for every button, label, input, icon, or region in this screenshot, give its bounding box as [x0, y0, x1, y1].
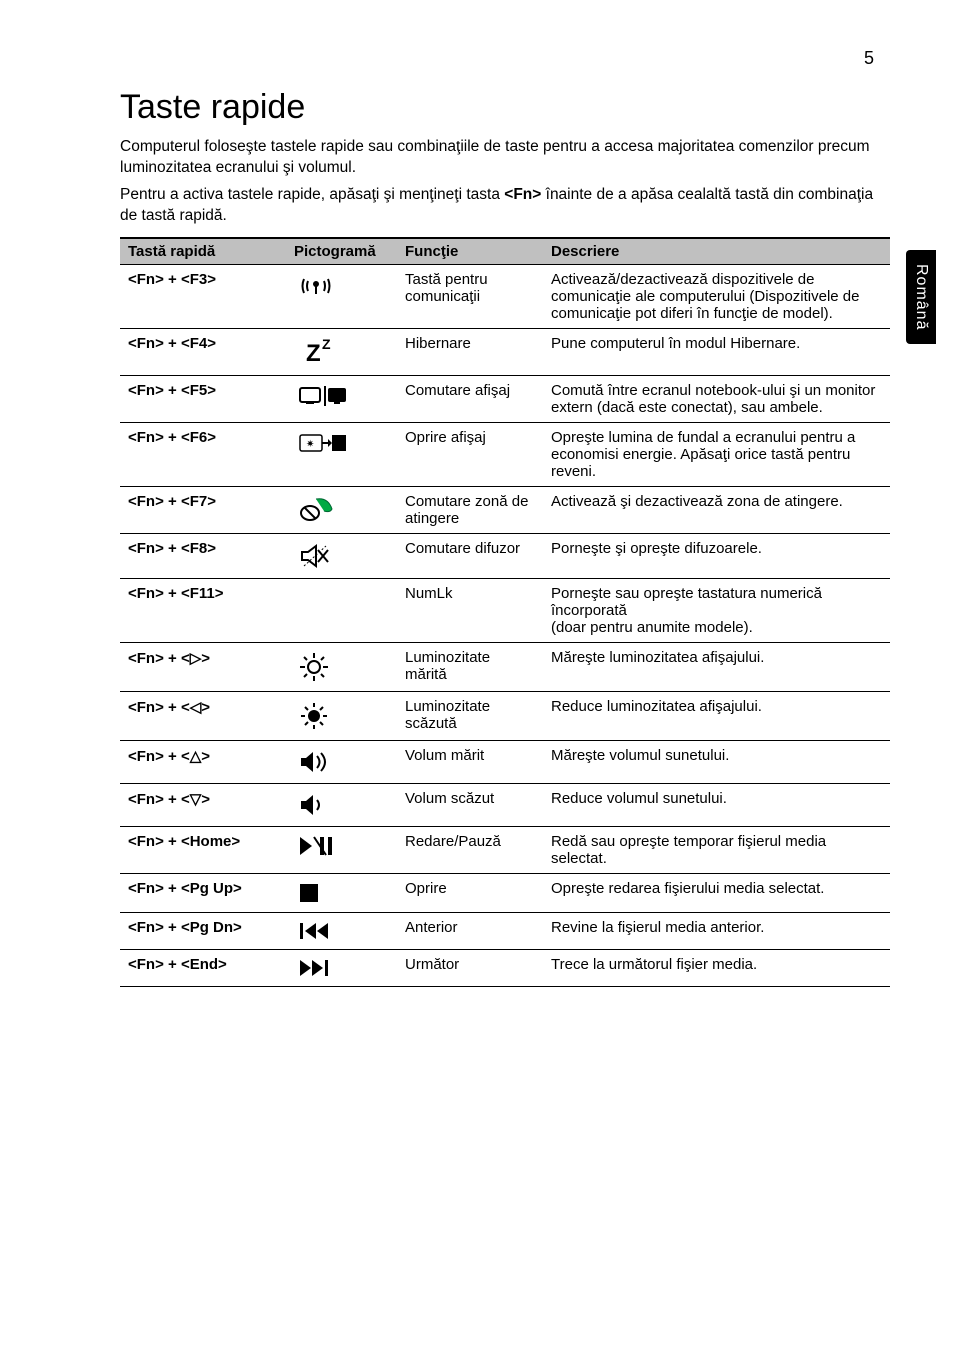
page-number: 5	[864, 48, 874, 69]
table-row: <Fn> + <F4>ZZHibernarePune computerul în…	[120, 328, 890, 375]
brightdown-icon	[286, 691, 397, 740]
playpause-icon	[286, 826, 397, 873]
intro-paragraph-2: Pentru a activa tastele rapide, apăsaţi …	[120, 185, 890, 227]
function-name: Hibernare	[397, 328, 543, 375]
voldown-icon	[286, 783, 397, 826]
language-tab: Română	[906, 250, 936, 344]
table-row: <Fn> + <▷> Luminozitate mărităMăreşte lum…	[120, 642, 890, 691]
description: Revine la fişierul media anterior.	[543, 912, 890, 949]
function-name: Luminozitate scăzută	[397, 691, 543, 740]
svg-text:Z: Z	[322, 337, 331, 352]
function-name: Comutare zonă de atingere	[397, 486, 543, 533]
description: Activează şi dezactivează zona de atinge…	[543, 486, 890, 533]
hotkey-combo: <Fn> + <F3>	[120, 264, 286, 328]
description: Măreşte volumul sunetului.	[543, 740, 890, 783]
description: Activează/dezactivează dispozitivele de …	[543, 264, 890, 328]
function-name: Tastă pentru comunicaţii	[397, 264, 543, 328]
table-row: <Fn> + <Pg Up> OprireOpreşte redarea fişi…	[120, 873, 890, 912]
hotkey-combo: <Fn> + <◁>	[120, 691, 286, 740]
prev-icon	[286, 912, 397, 949]
next-icon	[286, 949, 397, 986]
table-row: <Fn> + <Pg Dn> AnteriorRevine la fişierul…	[120, 912, 890, 949]
hotkey-combo: <Fn> + <Pg Dn>	[120, 912, 286, 949]
table-row: <Fn> + <F5> Comutare afişajComută între e…	[120, 375, 890, 422]
hotkeys-table: Tastă rapidă Pictogramă Funcţie Descrier…	[120, 237, 890, 987]
description: Opreşte redarea fişierului media selecta…	[543, 873, 890, 912]
table-row: <Fn> + <F11> NumLkPorneşte sau opreşte ta…	[120, 578, 890, 642]
hotkey-combo: <Fn> + <F7>	[120, 486, 286, 533]
intro-paragraph-1: Computerul foloseşte tastele rapide sau …	[120, 137, 890, 179]
hotkey-combo: <Fn> + <△>	[120, 740, 286, 783]
hotkey-combo: <Fn> + <▷>	[120, 642, 286, 691]
hotkey-combo: <Fn> + <Home>	[120, 826, 286, 873]
header-key: Tastă rapidă	[120, 238, 286, 265]
hotkey-combo: <Fn> + <F4>	[120, 328, 286, 375]
svg-text:✷: ✷	[306, 439, 314, 450]
intro-key: <Fn>	[504, 186, 541, 203]
header-desc: Descriere	[543, 238, 890, 265]
blank-icon	[286, 578, 397, 642]
table-row: <Fn> + <Home> Redare/PauzăRedă sau opreşt…	[120, 826, 890, 873]
svg-text:Z: Z	[306, 340, 321, 367]
description: Redă sau opreşte temporar fişierul media…	[543, 826, 890, 873]
hotkey-combo: <Fn> + <F5>	[120, 375, 286, 422]
table-row: <Fn> + <F3> Tastă pentru comunicaţiiActiv…	[120, 264, 890, 328]
hotkey-combo: <Fn> + <F8>	[120, 533, 286, 578]
description: Porneşte şi opreşte difuzoarele.	[543, 533, 890, 578]
description: Reduce volumul sunetului.	[543, 783, 890, 826]
function-name: Anterior	[397, 912, 543, 949]
table-row: <Fn> + <F8> Comutare difuzorPorneşte şi o…	[120, 533, 890, 578]
displayoff-icon: ✷	[286, 422, 397, 486]
function-name: NumLk	[397, 578, 543, 642]
table-row: <Fn> + <End> UrmătorTrece la următorul fi…	[120, 949, 890, 986]
description: Pune computerul în modul Hibernare.	[543, 328, 890, 375]
table-row: <Fn> + <◁> Luminozitate scăzutăReduce lum…	[120, 691, 890, 740]
description: Măreşte luminozitatea afişajului.	[543, 642, 890, 691]
description: Comută între ecranul notebook-ului şi un…	[543, 375, 890, 422]
description: Reduce luminozitatea afişajului.	[543, 691, 890, 740]
brightup-icon	[286, 642, 397, 691]
function-name: Redare/Pauză	[397, 826, 543, 873]
intro-text: Pentru a activa tastele rapide, apăsaţi …	[120, 186, 504, 203]
volup-icon	[286, 740, 397, 783]
function-name: Luminozitate mărită	[397, 642, 543, 691]
hotkey-combo: <Fn> + <F6>	[120, 422, 286, 486]
display-icon	[286, 375, 397, 422]
mute-icon	[286, 533, 397, 578]
description: Opreşte lumina de fundal a ecranului pen…	[543, 422, 890, 486]
hotkey-combo: <Fn> + <F11>	[120, 578, 286, 642]
hotkey-combo: <Fn> + <▽>	[120, 783, 286, 826]
page-title: Taste rapide	[120, 88, 890, 127]
table-header-row: Tastă rapidă Pictogramă Funcţie Descrier…	[120, 238, 890, 265]
function-name: Comutare afişaj	[397, 375, 543, 422]
function-name: Oprire	[397, 873, 543, 912]
stop-icon	[286, 873, 397, 912]
hotkey-combo: <Fn> + <Pg Up>	[120, 873, 286, 912]
table-row: <Fn> + <▽> Volum scăzutReduce volumul sun…	[120, 783, 890, 826]
wireless-icon	[286, 264, 397, 328]
table-row: <Fn> + <F6> ✷ Oprire afişajOpreşte lumina …	[120, 422, 890, 486]
hotkey-combo: <Fn> + <End>	[120, 949, 286, 986]
header-func: Funcţie	[397, 238, 543, 265]
function-name: Volum scăzut	[397, 783, 543, 826]
function-name: Comutare difuzor	[397, 533, 543, 578]
function-name: Următor	[397, 949, 543, 986]
header-icon: Pictogramă	[286, 238, 397, 265]
touchpad-icon	[286, 486, 397, 533]
table-row: <Fn> + <F7> Comutare zonă de atingereActi…	[120, 486, 890, 533]
function-name: Oprire afişaj	[397, 422, 543, 486]
sleep-icon: ZZ	[286, 328, 397, 375]
table-row: <Fn> + <△> Volum măritMăreşte volumul sun…	[120, 740, 890, 783]
description: Trece la următorul fişier media.	[543, 949, 890, 986]
function-name: Volum mărit	[397, 740, 543, 783]
description: Porneşte sau opreşte tastatura numerică …	[543, 578, 890, 642]
